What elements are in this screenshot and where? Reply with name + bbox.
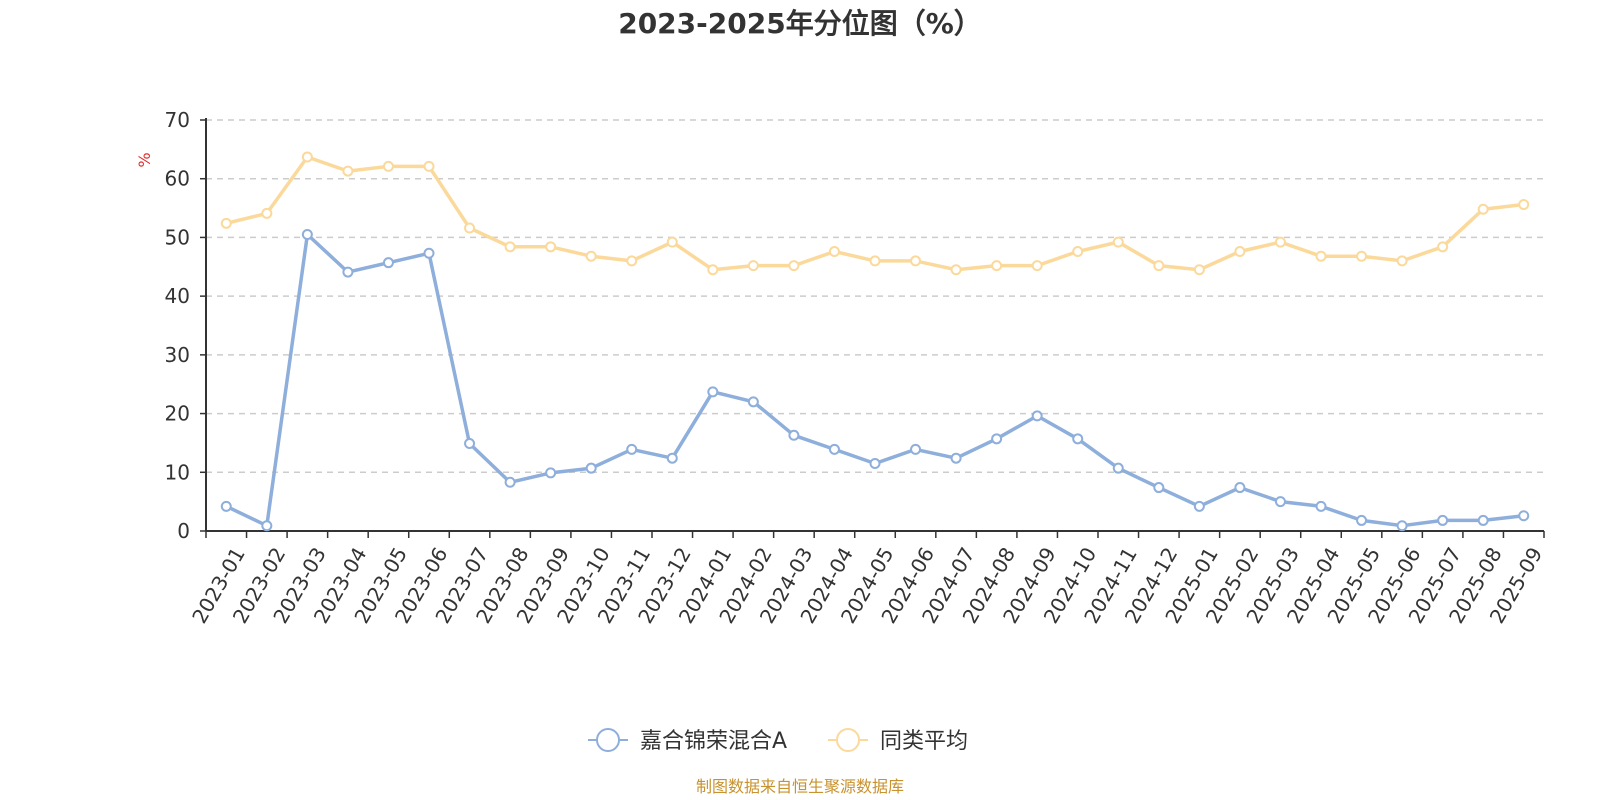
data-point[interactable] — [1193, 264, 1205, 276]
series-0 — [220, 228, 1530, 532]
data-point[interactable] — [301, 151, 313, 163]
legend-item-0[interactable]: 嘉合锦荣混合A — [588, 728, 787, 754]
data-point[interactable] — [382, 257, 394, 269]
data-point[interactable] — [1274, 236, 1286, 248]
legend-item-1[interactable]: 同类平均 — [828, 728, 968, 754]
data-point[interactable] — [747, 396, 759, 408]
data-point[interactable] — [1477, 203, 1489, 215]
data-point[interactable] — [707, 264, 719, 276]
legend-circle-icon — [836, 728, 860, 752]
y-axis-unit: % — [135, 152, 154, 167]
chart-title: 2023-2025年分位图（%） — [618, 7, 982, 40]
source-note: 制图数据来自恒生聚源数据库 — [696, 777, 904, 796]
data-point[interactable] — [585, 462, 597, 474]
grid-lines — [206, 119, 1544, 474]
y-tick-label: 20 — [165, 402, 190, 426]
data-point[interactable] — [1315, 250, 1327, 262]
data-point[interactable] — [666, 452, 678, 464]
y-tick-label: 50 — [165, 225, 190, 249]
data-point[interactable] — [1518, 199, 1530, 211]
data-point[interactable] — [1072, 433, 1084, 445]
data-point[interactable] — [504, 241, 516, 253]
data-point[interactable] — [788, 429, 800, 441]
data-point[interactable] — [869, 255, 881, 267]
data-point[interactable] — [788, 260, 800, 272]
data-point[interactable] — [626, 255, 638, 267]
y-tick-label: 10 — [165, 460, 190, 484]
data-point[interactable] — [585, 250, 597, 262]
data-point[interactable] — [342, 266, 354, 278]
legend-circle-icon — [596, 728, 620, 752]
data-point[interactable] — [1234, 246, 1246, 258]
data-point[interactable] — [707, 386, 719, 398]
data-point[interactable] — [1356, 514, 1368, 526]
y-tick-labels: 0 10 20 30 40 50 60 70 — [165, 108, 190, 543]
data-point[interactable] — [545, 467, 557, 479]
data-point[interactable] — [950, 452, 962, 464]
data-point[interactable] — [626, 443, 638, 455]
data-point[interactable] — [1193, 500, 1205, 512]
data-point[interactable] — [382, 160, 394, 172]
data-point[interactable] — [464, 438, 476, 450]
data-point[interactable] — [991, 433, 1003, 445]
data-point[interactable] — [910, 443, 922, 455]
data-point[interactable] — [1031, 410, 1043, 422]
series-1 — [220, 151, 1530, 276]
y-tick-label: 70 — [165, 108, 190, 132]
series-layer — [220, 151, 1530, 532]
data-point[interactable] — [1396, 520, 1408, 532]
data-point[interactable] — [1274, 496, 1286, 508]
data-point[interactable] — [1031, 260, 1043, 272]
data-point[interactable] — [261, 520, 273, 532]
data-point[interactable] — [220, 217, 232, 229]
data-point[interactable] — [828, 443, 840, 455]
data-point[interactable] — [910, 255, 922, 267]
data-point[interactable] — [950, 264, 962, 276]
data-point[interactable] — [1153, 260, 1165, 272]
data-point[interactable] — [423, 247, 435, 259]
data-point[interactable] — [1072, 246, 1084, 258]
series-line — [225, 155, 1524, 272]
y-tick-label: 30 — [165, 343, 190, 367]
data-point[interactable] — [1437, 241, 1449, 253]
data-point[interactable] — [464, 222, 476, 234]
data-point[interactable] — [1112, 236, 1124, 248]
data-point[interactable] — [301, 228, 313, 240]
data-point[interactable] — [1477, 514, 1489, 526]
data-point[interactable] — [1518, 510, 1530, 522]
data-point[interactable] — [828, 246, 840, 258]
y-tick-label: 0 — [177, 519, 190, 543]
series-line — [225, 232, 1524, 528]
data-point[interactable] — [1234, 482, 1246, 494]
data-point[interactable] — [869, 457, 881, 469]
legend-label: 同类平均 — [880, 729, 968, 754]
data-point[interactable] — [545, 241, 557, 253]
data-point[interactable] — [261, 207, 273, 219]
data-point[interactable] — [1396, 255, 1408, 267]
data-point[interactable] — [504, 476, 516, 488]
data-point[interactable] — [1356, 250, 1368, 262]
data-point[interactable] — [1437, 514, 1449, 526]
y-tick-label: 60 — [165, 167, 190, 191]
data-point[interactable] — [666, 236, 678, 248]
data-point[interactable] — [423, 160, 435, 172]
data-point[interactable] — [342, 165, 354, 177]
x-tick-labels: 2023-012023-022023-032023-042023-052023-… — [187, 543, 1547, 627]
legend[interactable]: 嘉合锦荣混合A 同类平均 — [588, 728, 968, 754]
data-point[interactable] — [1153, 482, 1165, 494]
data-point[interactable] — [991, 260, 1003, 272]
legend-label: 嘉合锦荣混合A — [640, 729, 787, 754]
data-point[interactable] — [1315, 500, 1327, 512]
y-tick-label: 40 — [165, 284, 190, 308]
axes — [200, 118, 1545, 538]
data-point[interactable] — [220, 500, 232, 512]
data-point[interactable] — [747, 260, 759, 272]
data-point[interactable] — [1112, 462, 1124, 474]
